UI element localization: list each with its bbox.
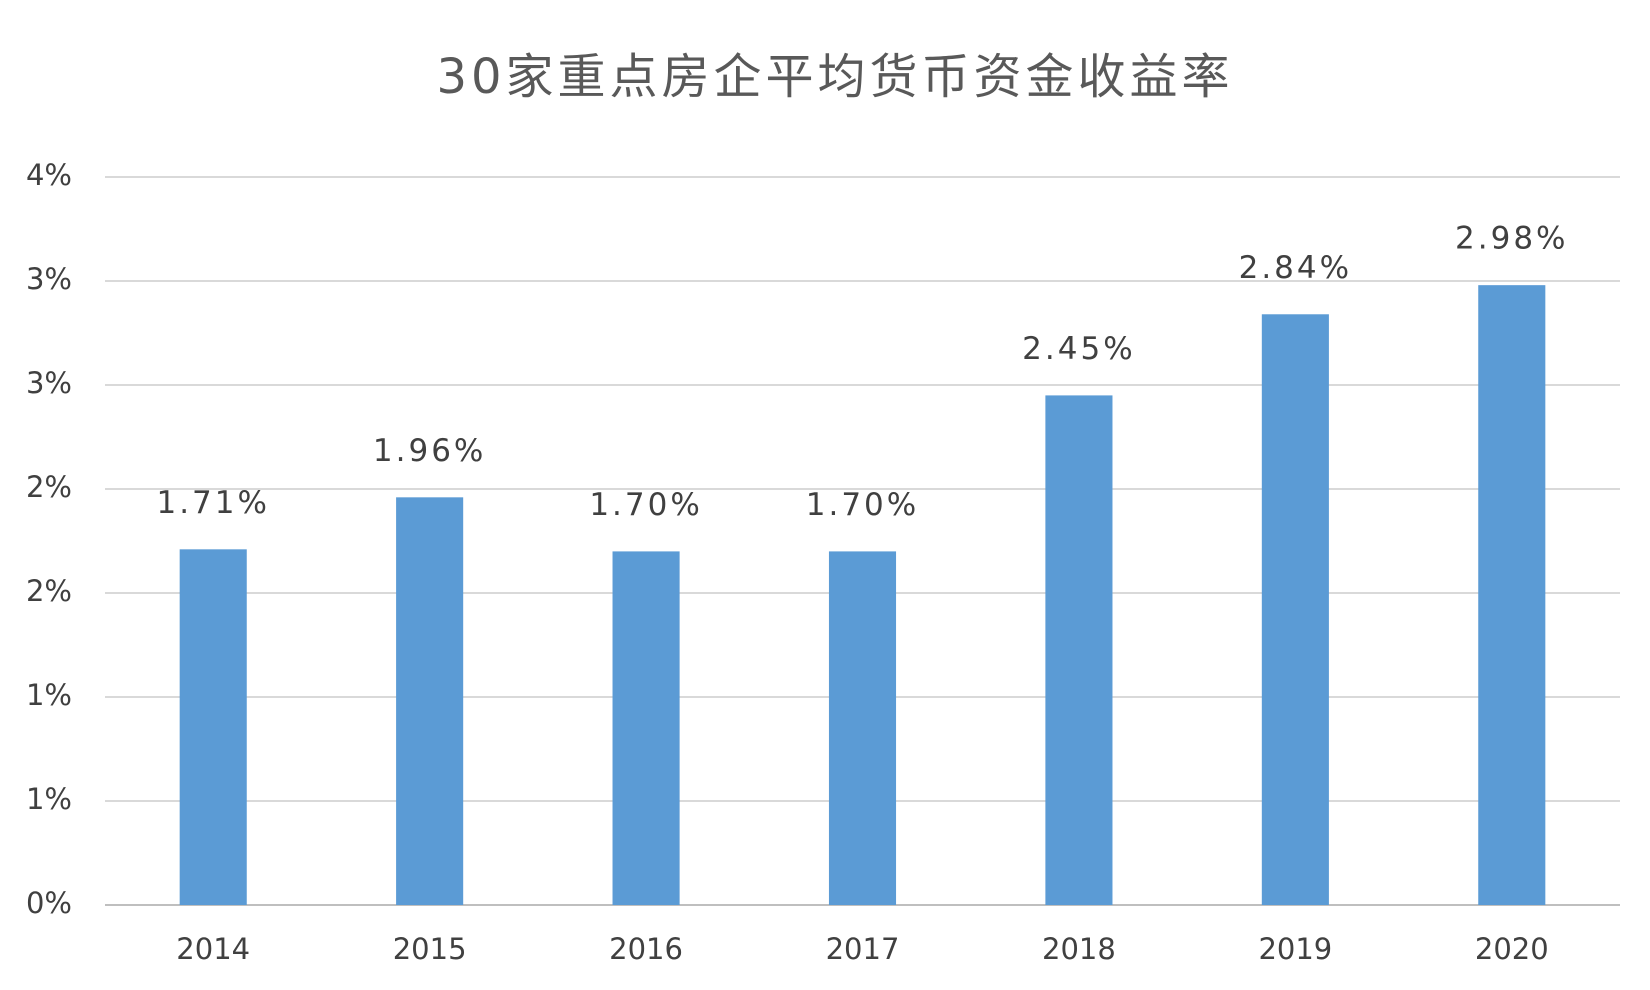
value-label: 2.45% <box>1022 331 1135 367</box>
x-tick-label: 2017 <box>826 932 900 966</box>
x-tick-label: 2018 <box>1042 932 1116 966</box>
y-tick-label: 0% <box>26 886 72 920</box>
bar <box>1478 285 1546 905</box>
y-tick-label: 3% <box>26 366 72 400</box>
bar <box>1261 314 1329 905</box>
value-label: 2.84% <box>1239 250 1352 286</box>
y-tick-label: 1% <box>26 782 72 816</box>
y-tick-label: 2% <box>26 574 72 608</box>
value-label: 1.70% <box>806 487 919 523</box>
value-label: 1.70% <box>589 487 702 523</box>
y-tick-label: 4% <box>26 158 72 192</box>
bar <box>179 549 247 905</box>
x-tick-label: 2014 <box>176 932 250 966</box>
bar <box>1045 395 1113 905</box>
bar <box>396 497 464 905</box>
value-label: 1.96% <box>373 433 486 469</box>
y-tick-label: 1% <box>26 678 72 712</box>
x-tick-label: 2015 <box>393 932 467 966</box>
value-label: 2.98% <box>1455 221 1568 257</box>
x-tick-label: 2020 <box>1475 932 1549 966</box>
chart-title: 30家重点房企平均货币资金收益率 <box>436 49 1233 105</box>
bar <box>612 551 680 905</box>
y-tick-label: 3% <box>26 262 72 296</box>
x-tick-label: 2016 <box>609 932 683 966</box>
bar <box>828 551 897 905</box>
x-tick-label: 2019 <box>1258 932 1332 966</box>
value-label: 1.71% <box>156 485 269 521</box>
y-tick-label: 2% <box>26 470 72 504</box>
